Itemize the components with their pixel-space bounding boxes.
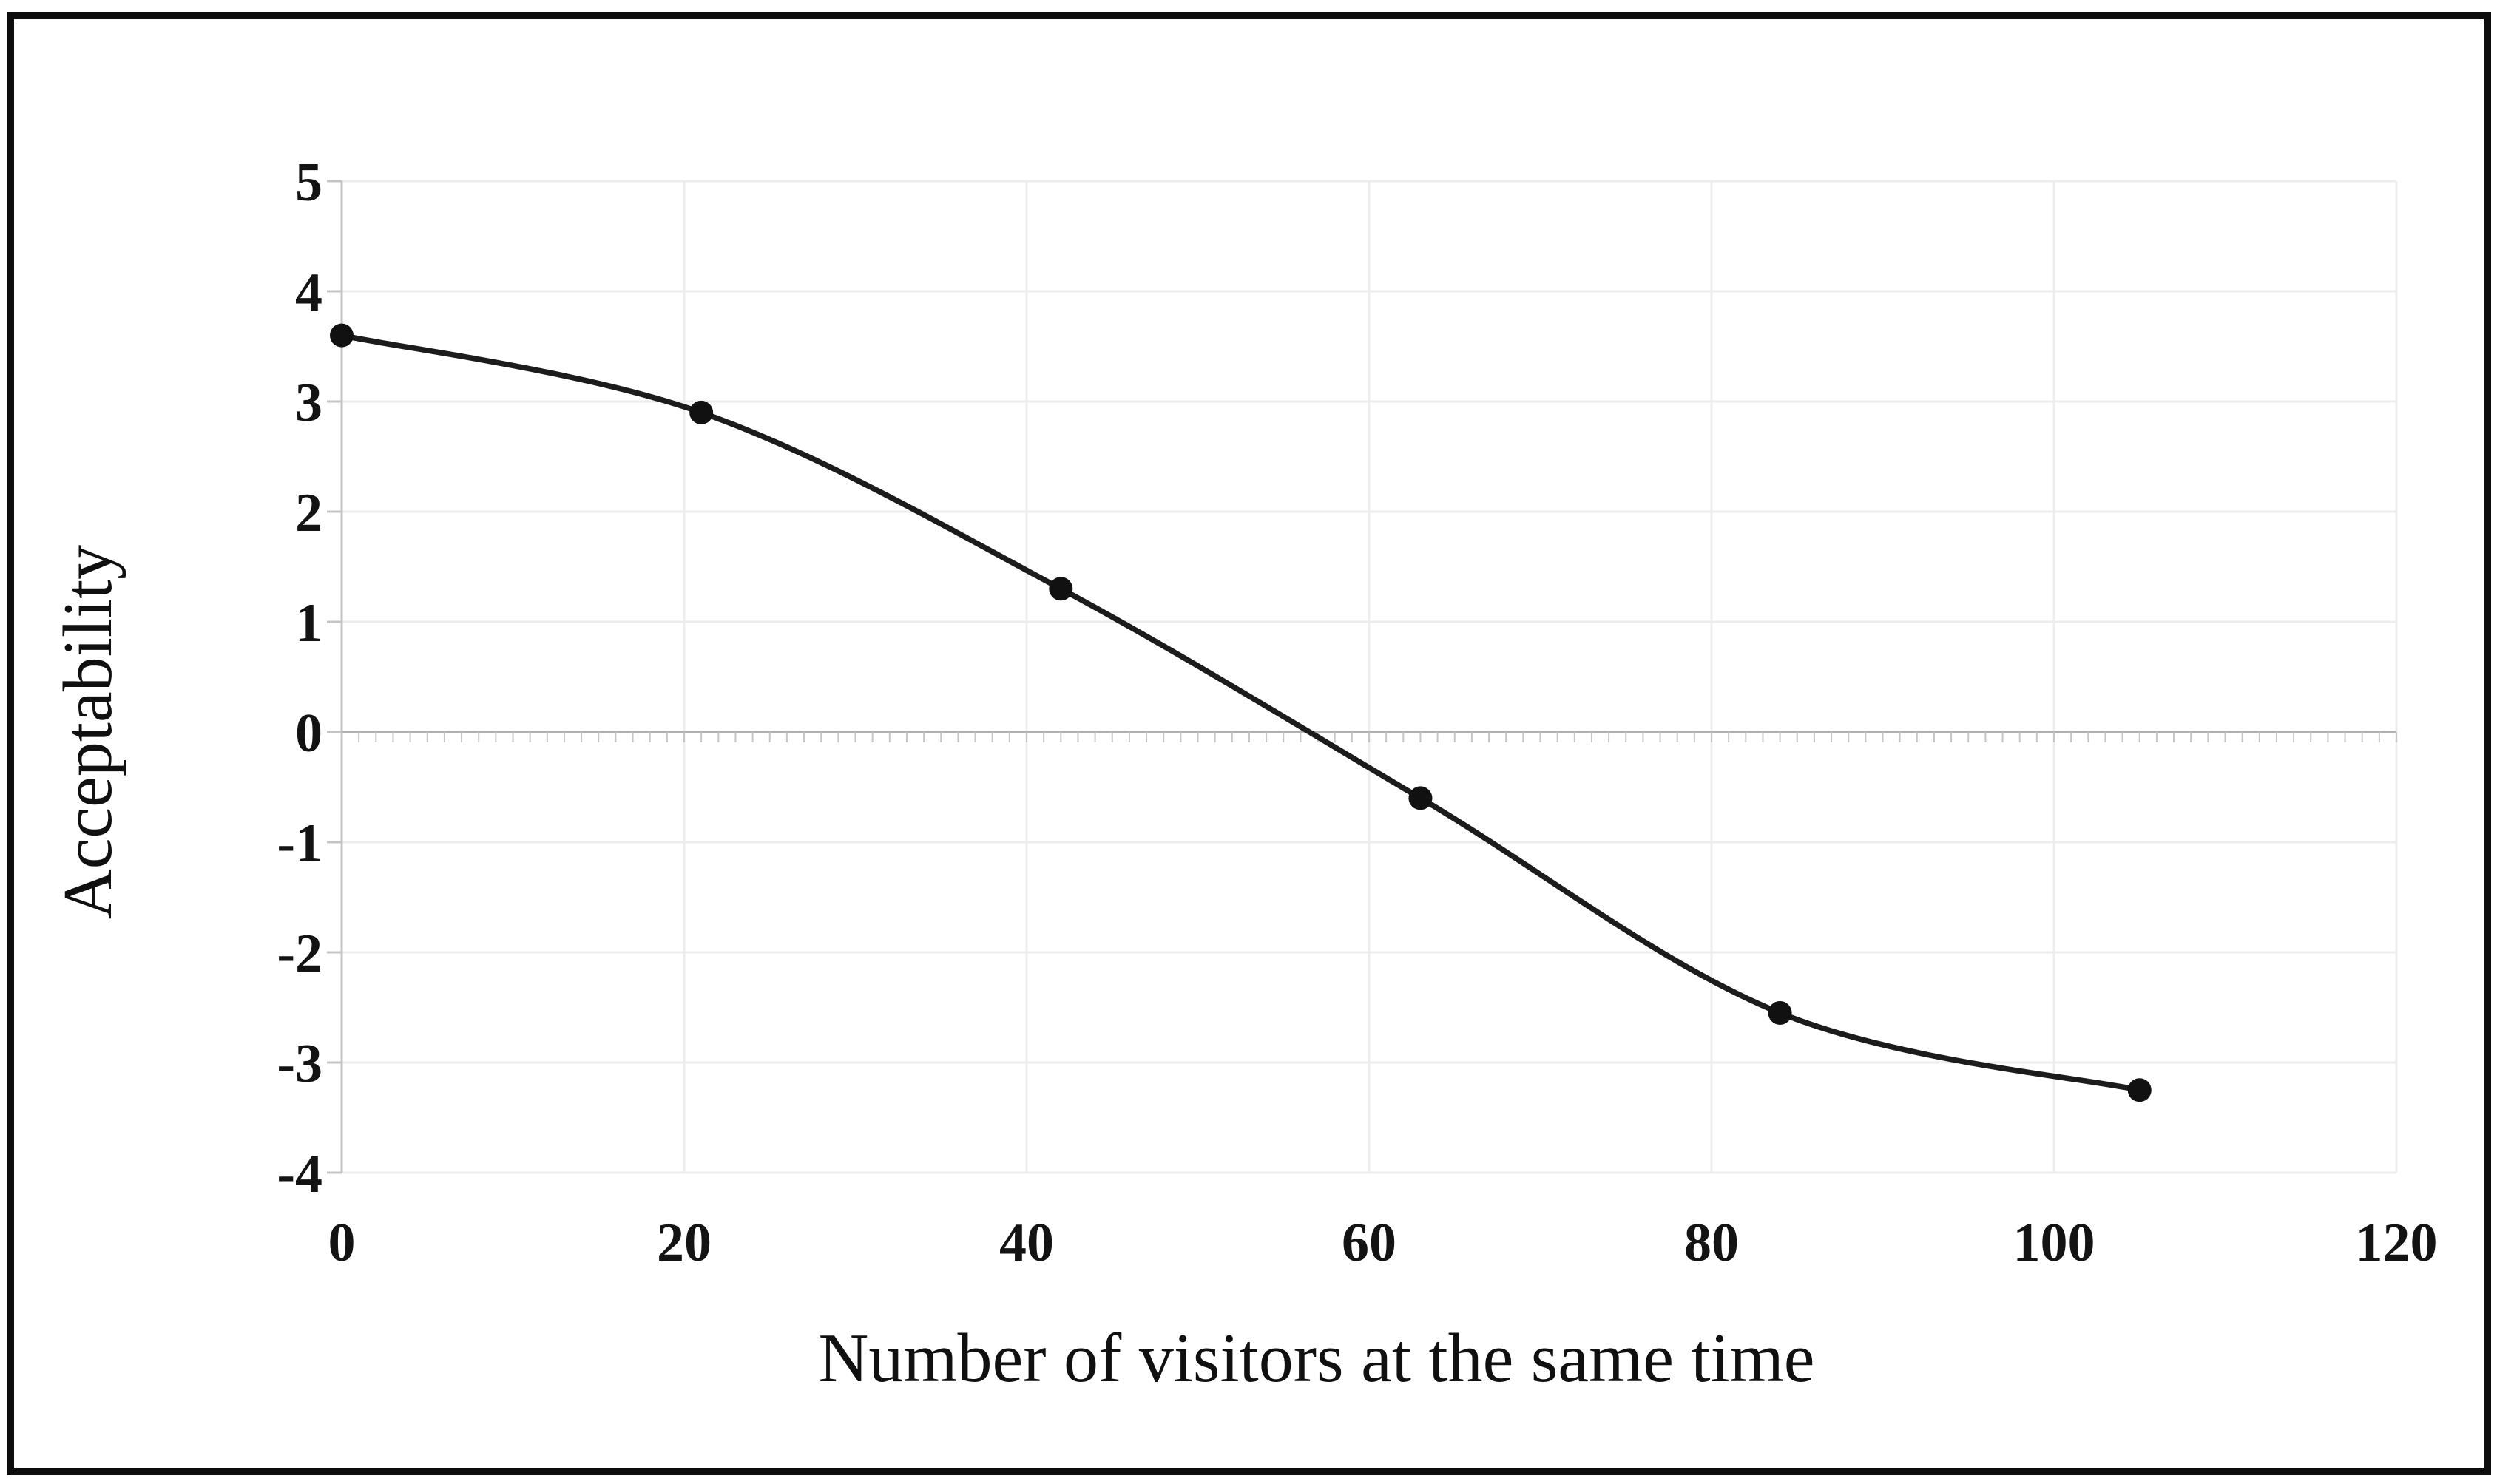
figure-frame bbox=[7, 12, 2491, 1475]
y-tick-label: 0 bbox=[295, 703, 322, 764]
x-tick-label: 120 bbox=[2356, 1213, 2438, 1273]
data-point bbox=[1768, 1000, 1792, 1025]
y-tick-label: 3 bbox=[295, 373, 322, 433]
x-tick-label: 0 bbox=[328, 1213, 356, 1273]
data-point bbox=[2127, 1078, 2152, 1102]
y-axis-title: Acceptability bbox=[50, 545, 126, 919]
y-tick-label: -1 bbox=[277, 813, 322, 874]
x-tick-label: 80 bbox=[1684, 1213, 1739, 1273]
data-point bbox=[689, 400, 714, 424]
y-tick-label: 5 bbox=[295, 152, 322, 213]
x-tick-label: 100 bbox=[2013, 1213, 2095, 1273]
x-axis-title: Number of visitors at the same time bbox=[818, 1320, 1814, 1397]
x-tick-label: 40 bbox=[999, 1213, 1054, 1273]
data-point-markers bbox=[330, 323, 2152, 1102]
y-tick-label: -2 bbox=[277, 924, 322, 984]
y-tick-labels: 5 4 3 2 1 0 -1 -2 -3 -4 bbox=[277, 152, 322, 1205]
data-point bbox=[1408, 786, 1433, 810]
gridlines bbox=[342, 180, 2398, 1174]
data-point bbox=[330, 323, 354, 348]
data-point bbox=[1049, 577, 1073, 601]
acceptability-curve bbox=[339, 332, 2143, 1093]
zero-axis-line bbox=[341, 731, 2397, 742]
y-tick-label: 4 bbox=[295, 262, 322, 323]
y-tick-label: -4 bbox=[277, 1144, 322, 1205]
x-tick-label: 20 bbox=[657, 1213, 712, 1273]
y-tick-label: -3 bbox=[277, 1034, 322, 1094]
x-tick-label: 60 bbox=[1342, 1213, 1396, 1273]
x-tick-labels: 0 20 40 60 80 100 120 bbox=[328, 1213, 2438, 1273]
y-tick-label: 2 bbox=[295, 483, 322, 543]
y-tick-label: 1 bbox=[295, 593, 322, 654]
